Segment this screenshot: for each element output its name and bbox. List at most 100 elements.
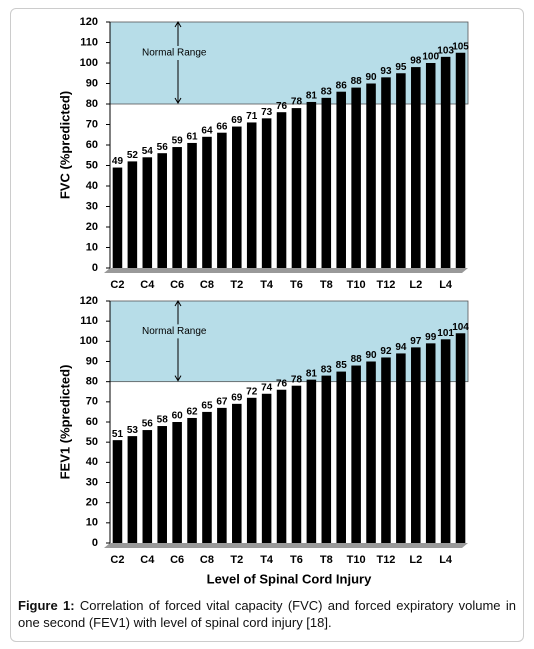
value-label: 67 — [216, 397, 228, 408]
arrow-head — [174, 21, 182, 104]
bar — [291, 108, 302, 268]
bar — [112, 440, 123, 543]
bar — [276, 112, 287, 268]
x-tick-label: T2 — [230, 554, 243, 566]
bar — [261, 393, 272, 543]
value-label: 83 — [321, 364, 333, 375]
bar — [246, 122, 257, 268]
value-label: 78 — [291, 374, 303, 385]
value-label: 64 — [201, 125, 213, 136]
bar — [232, 126, 242, 268]
y-tick-label: 10 — [86, 517, 98, 529]
x-tick-label: L4 — [439, 554, 453, 566]
value-label: 95 — [395, 62, 407, 73]
y-tick-label: 0 — [92, 262, 98, 274]
x-tick-label: T12 — [376, 554, 395, 566]
value-label: 81 — [306, 368, 318, 379]
x-tick-label: C2 — [110, 554, 124, 566]
bar — [411, 347, 421, 543]
bar — [425, 343, 436, 543]
value-label: 53 — [127, 425, 139, 436]
y-tick-label: 60 — [86, 139, 98, 151]
x-tick-label: T8 — [320, 279, 333, 291]
y-tick-label: 0 — [92, 537, 98, 549]
value-label: 104 — [452, 322, 469, 333]
value-label: 103 — [437, 45, 454, 56]
y-tick-label: 110 — [80, 36, 98, 48]
value-label: 62 — [186, 407, 198, 418]
x-tick-label: T8 — [320, 554, 333, 566]
value-label: 56 — [157, 142, 169, 153]
bar — [172, 422, 182, 543]
bar — [157, 153, 167, 268]
bar — [202, 411, 212, 543]
value-label: 86 — [336, 80, 348, 91]
value-label: 74 — [261, 382, 273, 393]
value-label: 94 — [395, 342, 407, 353]
bar — [112, 167, 123, 268]
x-tick-label: T4 — [260, 279, 274, 291]
x-tick-label: C6 — [170, 554, 184, 566]
y-tick-label: 90 — [86, 77, 98, 89]
bar — [411, 67, 421, 268]
bar — [127, 436, 138, 543]
bar — [187, 142, 197, 268]
y-tick-label: 50 — [86, 159, 98, 171]
bar — [306, 101, 317, 268]
bar — [217, 407, 227, 543]
y-tick-label: 80 — [86, 98, 98, 110]
bar — [261, 118, 272, 268]
value-label: 98 — [410, 56, 422, 67]
y-tick-label: 10 — [86, 241, 98, 253]
bar — [142, 430, 153, 543]
value-label: 60 — [172, 411, 184, 422]
value-label: 61 — [186, 132, 198, 143]
y-tick-label: 120 — [80, 16, 98, 28]
y-axis-label: FVC (%predicted) — [57, 91, 72, 199]
value-label: 93 — [380, 66, 392, 77]
x-tick-label: T2 — [230, 279, 243, 291]
bar — [321, 97, 332, 268]
bar — [396, 353, 406, 543]
y-tick-label: 20 — [86, 497, 98, 509]
bar — [172, 147, 182, 268]
value-label: 105 — [452, 41, 469, 52]
x-tick-label: L4 — [439, 279, 453, 291]
chart: Normal Range0102030405060708090100110120… — [57, 16, 469, 587]
bar — [157, 426, 167, 543]
x-tick-label: C6 — [170, 279, 184, 291]
x-tick-label: T10 — [347, 279, 366, 291]
value-label: 88 — [351, 76, 363, 87]
y-tick-label: 120 — [80, 295, 98, 307]
normal-range-band — [109, 21, 469, 105]
x-tick-label: T4 — [260, 554, 274, 566]
value-label: 69 — [231, 392, 243, 403]
bar — [276, 389, 287, 543]
value-label: 56 — [142, 419, 154, 430]
value-label: 78 — [291, 97, 303, 108]
value-label: 97 — [410, 336, 422, 347]
y-tick-label: 70 — [86, 396, 98, 408]
x-tick-label: C4 — [140, 279, 155, 291]
value-label: 88 — [351, 354, 363, 365]
y-tick-label: 30 — [86, 200, 98, 212]
bar — [321, 375, 332, 543]
bar — [455, 333, 466, 543]
y-axis-label: FEV1 (%predicted) — [57, 365, 72, 480]
value-label: 101 — [437, 328, 454, 339]
value-label: 83 — [321, 86, 333, 97]
caption-label: Figure 1: — [18, 598, 75, 613]
bar — [366, 83, 376, 268]
bar — [232, 403, 242, 543]
value-label: 76 — [276, 378, 288, 389]
normal-range-label: Normal Range — [142, 326, 207, 337]
normal-range-band — [109, 300, 469, 383]
value-label: 51 — [112, 429, 124, 440]
bar — [142, 157, 153, 268]
bar — [351, 87, 361, 268]
value-label: 59 — [172, 136, 184, 147]
caption: Figure 1: Correlation of forced vital ca… — [18, 597, 516, 631]
value-label: 99 — [425, 332, 437, 343]
bar — [440, 339, 451, 543]
